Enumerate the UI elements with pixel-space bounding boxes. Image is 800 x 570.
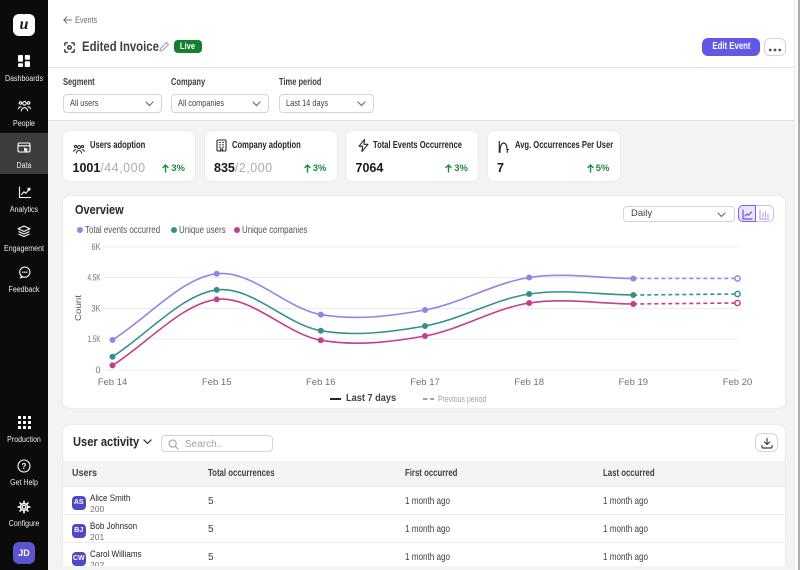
svg-text:Feb 15: Feb 15: [202, 377, 232, 388]
svg-text:Feb 19: Feb 19: [619, 377, 649, 388]
svg-text:Feb 18: Feb 18: [514, 377, 544, 388]
svg-text:?: ?: [22, 462, 27, 471]
svg-text:Feb 16: Feb 16: [306, 377, 336, 388]
svg-text:0: 0: [95, 365, 100, 375]
svg-text:3K: 3K: [92, 304, 101, 314]
svg-text:Feb 17: Feb 17: [410, 377, 440, 388]
svg-text:Count: Count: [73, 294, 83, 321]
svg-text:4.5K: 4.5K: [88, 273, 101, 283]
svg-text:1.5K: 1.5K: [88, 334, 101, 344]
svg-text:6K: 6K: [92, 242, 101, 252]
svg-text:Feb 20: Feb 20: [723, 377, 753, 388]
svg-text:Feb 14: Feb 14: [98, 377, 128, 388]
